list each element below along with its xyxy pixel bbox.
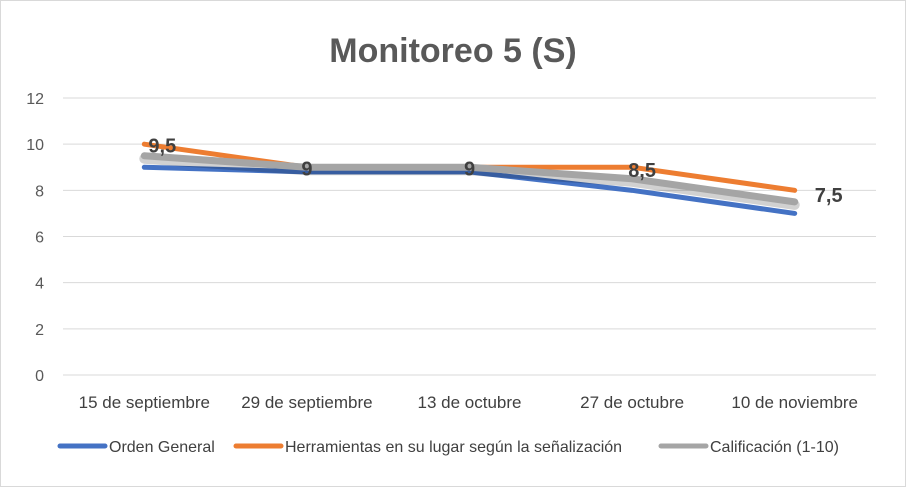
data-labels: 9,5 9 9 8,5 7,5 xyxy=(148,136,842,207)
y-tick-label: 8 xyxy=(35,183,44,200)
x-category-label: 10 de noviembre xyxy=(731,393,858,412)
x-axis-categories: 15 de septiembre 29 de septiembre 13 de oc… xyxy=(79,393,858,412)
chart-title: Monitoreo 5 (S) xyxy=(329,32,576,70)
legend-label-1: Orden General xyxy=(109,439,215,456)
data-label: 9 xyxy=(464,158,475,180)
x-category-label: 29 de septiembre xyxy=(241,393,372,412)
legend-label-2: Herramientas en su lugar según la señali… xyxy=(285,439,622,456)
y-tick-label: 6 xyxy=(35,230,44,247)
y-tick-label: 12 xyxy=(26,91,44,108)
y-axis-ticks: 0 2 4 6 8 10 12 xyxy=(26,91,44,385)
y-tick-label: 4 xyxy=(35,276,44,293)
series-line-1 xyxy=(141,164,798,216)
gridlines xyxy=(63,97,876,376)
y-tick-label: 2 xyxy=(35,322,44,339)
data-label: 9,5 xyxy=(148,136,176,158)
series-lines xyxy=(139,141,800,216)
legend: Orden General Herramientas en su lugar se… xyxy=(57,439,839,456)
series-line-3 xyxy=(140,152,799,206)
data-label: 8,5 xyxy=(628,160,656,182)
legend-label-3: Calificación (1-10) xyxy=(710,439,839,456)
data-label: 9 xyxy=(301,158,312,180)
data-label: 7,5 xyxy=(815,185,843,207)
x-category-label: 13 de octubre xyxy=(418,393,522,412)
x-category-label: 27 de octubre xyxy=(580,393,684,412)
x-category-label: 15 de septiembre xyxy=(79,393,210,412)
y-tick-label: 10 xyxy=(26,137,44,154)
y-tick-label: 0 xyxy=(35,368,44,385)
